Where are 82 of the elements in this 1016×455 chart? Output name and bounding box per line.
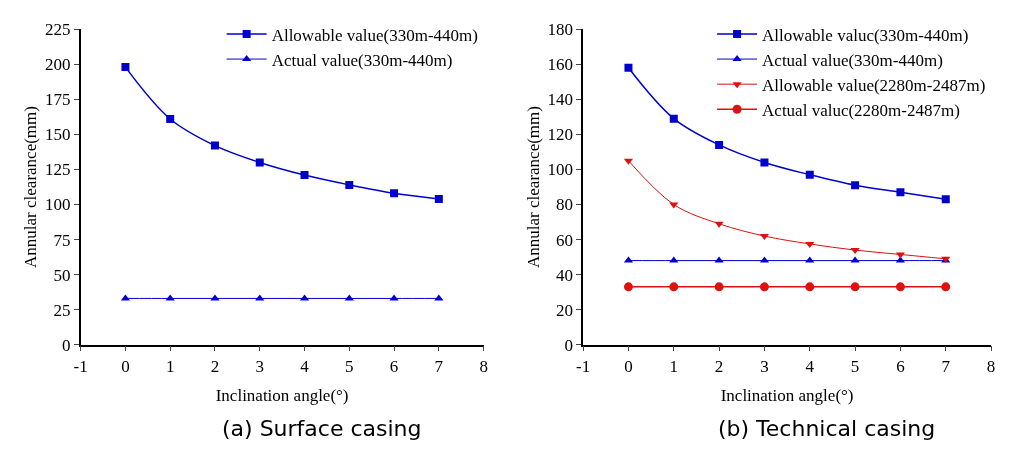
point <box>715 140 724 149</box>
legend-label: Actual value(330m-440m) <box>762 50 943 70</box>
point <box>896 188 905 197</box>
point <box>166 114 175 123</box>
y-tick-label: 150 <box>45 125 71 145</box>
point <box>390 189 399 198</box>
y-tick-label: 60 <box>555 230 573 250</box>
x-tick-label: 0 <box>624 356 633 376</box>
text: (b) Technical casing <box>718 416 936 441</box>
x-tick-label: 1 <box>669 356 679 376</box>
x-tick-label: 0 <box>121 356 130 376</box>
point <box>850 248 860 255</box>
y-tick-label: 140 <box>547 90 573 110</box>
y-tick-label: 25 <box>53 300 71 320</box>
point <box>669 256 679 263</box>
point <box>805 282 815 292</box>
point <box>300 171 309 180</box>
x-tick-label: 5 <box>850 356 860 376</box>
y-tick-label: 175 <box>45 90 71 110</box>
point <box>805 170 814 179</box>
text: (a) Surface casing <box>222 416 422 441</box>
y-tick-label: 20 <box>555 300 573 320</box>
point <box>345 180 354 189</box>
point <box>669 114 678 123</box>
y-tick-label: 225 <box>45 20 71 40</box>
x-axis-title: Inclination angle(°) <box>720 385 854 405</box>
x-tick-label: 3 <box>255 356 264 376</box>
point <box>805 256 815 263</box>
x-tick-label: 5 <box>345 356 354 376</box>
y-tick-label: 80 <box>555 195 573 215</box>
point <box>714 256 724 263</box>
y-tick-label: 40 <box>555 265 573 285</box>
y-tick-label: 125 <box>45 160 71 180</box>
y-axis-title: Annular clearance(mm) <box>523 106 543 268</box>
point <box>434 194 443 203</box>
y-tick-label: 0 <box>62 335 71 355</box>
point <box>895 282 905 292</box>
legend-label: Actual valuc(2280m-2487m) <box>762 100 960 120</box>
point <box>850 282 860 292</box>
point <box>805 241 815 248</box>
point <box>255 158 264 167</box>
y-tick-label: 100 <box>547 160 573 180</box>
point <box>714 282 724 292</box>
x-tick-label: 2 <box>210 356 220 376</box>
y-tick-label: 100 <box>45 195 71 215</box>
point <box>624 63 633 72</box>
y-axis-title: Annular clearance(mm) <box>21 106 41 268</box>
x-tick-label: 6 <box>896 356 905 376</box>
y-tick-label: 160 <box>547 55 573 75</box>
point <box>941 282 951 292</box>
x-axis-title: Inclination angle(°) <box>215 385 349 405</box>
x-tick-label: 8 <box>479 356 488 376</box>
x-tick-label: 6 <box>389 356 399 376</box>
point <box>851 181 860 190</box>
y-tick-label: 50 <box>53 265 71 285</box>
y-tick-label: 75 <box>53 230 71 250</box>
x-tick-label: 4 <box>300 356 310 376</box>
x-tick-label: 7 <box>434 356 444 376</box>
y-tick-label: 0 <box>564 335 573 355</box>
x-tick-label: -1 <box>73 356 88 376</box>
point <box>850 256 860 263</box>
point <box>759 282 769 292</box>
y-tick-label: 120 <box>547 125 573 145</box>
x-tick-label: 3 <box>760 356 769 376</box>
point <box>669 282 679 292</box>
x-tick-label: 7 <box>941 356 951 376</box>
point <box>760 158 769 167</box>
x-tick-label: 4 <box>805 356 815 376</box>
x-tick-label: 2 <box>714 356 724 376</box>
legend-label: Allowable value(2280m-2487m) <box>762 75 986 95</box>
x-tick-label: -1 <box>576 356 591 376</box>
point <box>623 282 633 292</box>
legend-label: Allowable valuc(330m-440m) <box>762 25 969 45</box>
legend-label: Allowable value(330m-440m) <box>271 25 478 45</box>
point <box>941 195 950 204</box>
legend-label: Actual value(330m-440m) <box>271 50 453 70</box>
x-tick-label: 1 <box>165 356 175 376</box>
x-tick-label: 8 <box>986 356 996 376</box>
point <box>210 141 219 150</box>
point <box>121 63 130 72</box>
y-tick-label: 180 <box>547 20 573 40</box>
y-tick-label: 200 <box>45 55 71 75</box>
